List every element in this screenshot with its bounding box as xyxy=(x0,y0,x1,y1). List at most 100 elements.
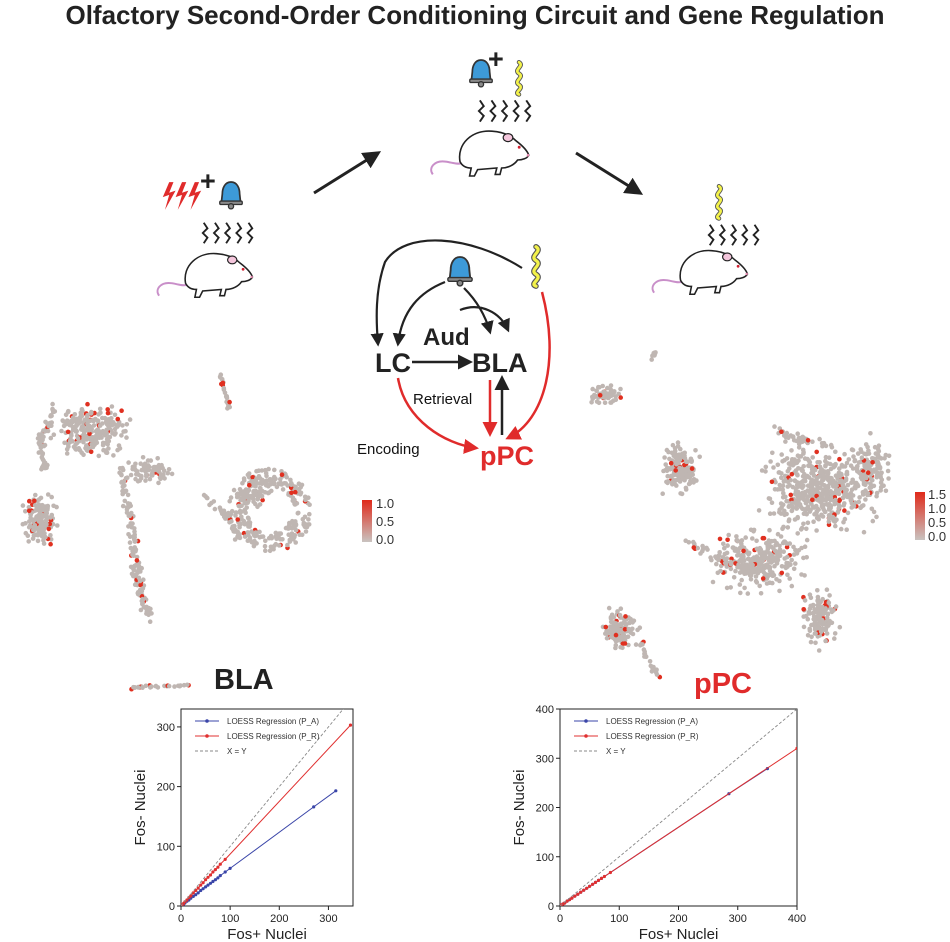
cell-point xyxy=(303,529,309,534)
cell-point xyxy=(132,532,137,538)
cell-point xyxy=(810,497,815,503)
cell-point xyxy=(785,468,791,474)
legend-marker xyxy=(205,734,209,738)
cell-point xyxy=(837,456,842,462)
cell-point xyxy=(287,539,293,544)
cell-point xyxy=(765,546,771,552)
data-point xyxy=(223,870,227,874)
cell-point xyxy=(38,449,44,455)
cell-point xyxy=(158,472,164,477)
cell-point xyxy=(86,427,92,433)
cell-point xyxy=(156,480,161,486)
cell-point xyxy=(817,460,822,465)
cell-point xyxy=(793,478,798,484)
cell-point xyxy=(131,567,137,573)
cell-point xyxy=(689,466,695,471)
cell-point xyxy=(669,450,675,456)
cell-point xyxy=(62,440,67,446)
cell-point xyxy=(266,484,271,489)
cell-point xyxy=(132,526,137,531)
cell-point xyxy=(227,399,232,405)
data-point xyxy=(573,894,577,898)
cell-point xyxy=(46,526,52,532)
cell-point xyxy=(55,523,60,528)
cell-point xyxy=(130,546,136,552)
cell-point xyxy=(828,495,834,500)
cell-point xyxy=(36,497,42,502)
cell-point xyxy=(815,602,820,608)
cell-point xyxy=(613,642,619,648)
cell-point xyxy=(777,588,782,594)
cell-point xyxy=(133,461,138,467)
cell-point xyxy=(837,498,842,504)
cell-point xyxy=(132,582,138,587)
node-ppc: pPC xyxy=(480,441,534,471)
cell-point xyxy=(279,472,285,478)
fear-squiggle-icon xyxy=(201,221,254,245)
cell-point xyxy=(51,503,56,509)
cell-point xyxy=(227,498,232,504)
cell-point xyxy=(682,456,688,461)
cell-point xyxy=(144,473,149,479)
cell-point xyxy=(125,475,130,481)
cell-point xyxy=(220,380,226,386)
cell-point xyxy=(88,411,94,416)
cell-point xyxy=(109,416,114,421)
cell-point xyxy=(817,470,823,475)
cell-point xyxy=(236,532,241,537)
cell-point xyxy=(102,440,108,446)
cell-point xyxy=(48,435,54,441)
cell-point xyxy=(69,433,74,438)
cell-point xyxy=(842,508,847,513)
cell-point xyxy=(802,544,808,549)
cell-point xyxy=(143,468,148,474)
cell-point xyxy=(858,475,864,480)
data-point xyxy=(206,875,210,879)
cell-point xyxy=(128,472,134,478)
cell-point xyxy=(108,419,114,425)
cell-point xyxy=(23,521,28,526)
cell-point xyxy=(784,554,790,560)
cell-point xyxy=(808,639,814,645)
data-point xyxy=(223,857,227,862)
y-tick-label: 300 xyxy=(157,722,175,734)
cell-point xyxy=(787,576,792,581)
y-tick-label: 0 xyxy=(169,901,175,913)
cell-point xyxy=(771,572,777,578)
cell-point xyxy=(830,514,836,520)
colorbar-tick: 1.0 xyxy=(376,496,394,511)
cell-point xyxy=(737,570,743,575)
cell-point xyxy=(251,492,257,498)
odor-icon xyxy=(517,62,520,94)
cell-point xyxy=(842,501,847,506)
cell-point xyxy=(882,456,887,461)
colorbar-tick: 1.5 xyxy=(928,487,946,502)
cell-point xyxy=(282,481,287,486)
cell-point xyxy=(130,521,135,526)
cell-point xyxy=(111,453,116,458)
cell-point xyxy=(777,510,782,515)
cell-point xyxy=(783,439,788,444)
cell-point xyxy=(815,627,821,632)
cell-point xyxy=(618,386,623,392)
mouse-icon xyxy=(430,129,531,178)
cell-point xyxy=(289,490,294,496)
cell-point xyxy=(239,497,244,502)
x-axis-label: Fos+ Nuclei xyxy=(227,926,307,942)
cell-point xyxy=(725,543,730,548)
cell-point xyxy=(623,614,628,619)
cell-point xyxy=(809,477,814,483)
cell-point xyxy=(757,583,762,589)
cell-point xyxy=(816,516,821,522)
plot-frame xyxy=(180,708,354,907)
cell-point xyxy=(801,450,806,455)
cell-point xyxy=(73,423,79,429)
cell-point xyxy=(772,424,777,429)
cell-point xyxy=(836,505,842,511)
cell-point xyxy=(825,612,831,617)
cell-point xyxy=(203,494,208,499)
cell-point xyxy=(741,568,746,573)
cell-point xyxy=(88,449,94,455)
cell-point xyxy=(786,461,792,466)
data-point xyxy=(206,883,210,887)
